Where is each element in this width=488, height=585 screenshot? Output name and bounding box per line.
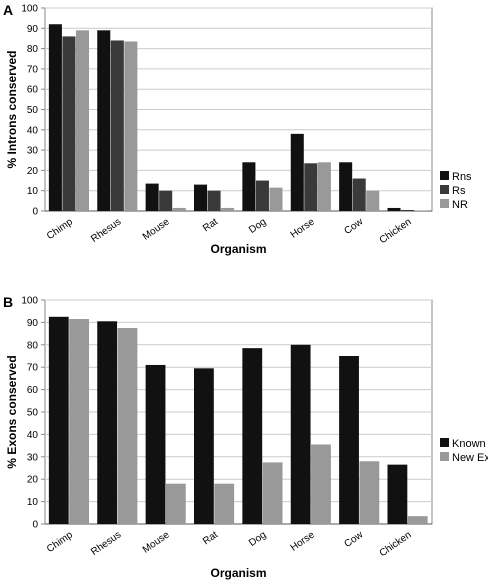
x-tick-label: Cow	[342, 529, 365, 550]
legend-swatch	[440, 452, 449, 461]
bar	[339, 162, 353, 211]
bar	[48, 24, 62, 211]
panel-label: B	[3, 294, 13, 310]
x-tick-label: Rhesus	[89, 216, 123, 244]
y-tick-label: 80	[27, 340, 39, 351]
x-tick-label: Mouse	[141, 529, 172, 555]
bar	[214, 483, 235, 524]
bar	[48, 316, 69, 524]
bar	[193, 184, 208, 211]
y-tick-label: 100	[21, 4, 38, 15]
bar	[387, 207, 401, 211]
y-axis-title: % Exons conserved	[5, 355, 19, 468]
bar	[290, 133, 304, 211]
x-tick-label: Rhesus	[89, 529, 123, 557]
y-tick-label: 20	[27, 475, 39, 486]
bar	[242, 162, 256, 211]
panel-label: A	[3, 2, 13, 18]
bar	[165, 483, 186, 524]
y-tick-label: 90	[27, 318, 39, 329]
y-tick-label: 40	[27, 125, 39, 136]
bar	[401, 209, 415, 211]
x-tick-label: Horse	[289, 529, 318, 554]
legend-label: New Exons	[452, 452, 488, 464]
bar	[359, 461, 380, 524]
x-tick-label: Cow	[342, 216, 365, 237]
y-tick-label: 10	[27, 186, 39, 197]
y-axis-title: % Introns conserved	[5, 50, 19, 168]
legend-swatch	[440, 171, 449, 180]
legend-swatch	[440, 438, 449, 447]
y-tick-label: 30	[27, 452, 39, 463]
y-tick-label: 80	[27, 44, 39, 55]
bar	[352, 178, 366, 211]
x-tick-label: Horse	[289, 216, 318, 241]
bar	[290, 344, 311, 524]
y-tick-label: 100	[21, 296, 38, 307]
y-tick-label: 70	[27, 363, 39, 374]
x-tick-label: Chicken	[378, 529, 414, 559]
bar	[62, 36, 76, 211]
y-tick-label: 60	[27, 385, 39, 396]
bar	[124, 41, 138, 212]
x-axis-title: Organism	[210, 566, 266, 580]
x-tick-label: Dog	[247, 529, 268, 549]
y-tick-label: 0	[32, 207, 38, 218]
bar	[221, 207, 235, 211]
x-tick-label: Mouse	[141, 216, 172, 242]
bar	[311, 444, 331, 524]
x-tick-label: Rat	[201, 216, 220, 234]
x-tick-label: Chicken	[378, 216, 414, 246]
legend-label: NR	[452, 199, 468, 211]
bar	[262, 462, 283, 524]
bar	[117, 328, 138, 524]
x-tick-label: Rat	[201, 529, 220, 547]
bar	[304, 163, 318, 211]
bar	[242, 348, 263, 524]
bar	[366, 190, 380, 211]
bar	[145, 364, 166, 524]
bar	[145, 183, 159, 211]
bar	[193, 368, 214, 524]
bar	[159, 190, 173, 211]
x-tick-label: Chimp	[45, 216, 75, 242]
y-tick-label: 10	[27, 497, 39, 508]
legend-label: Known Exons	[452, 438, 488, 450]
bar	[207, 190, 221, 211]
bar	[269, 187, 283, 211]
x-tick-label: Chimp	[45, 529, 75, 555]
bar	[97, 30, 111, 211]
y-tick-label: 0	[32, 520, 38, 531]
x-tick-label: Dog	[247, 216, 268, 236]
bar	[110, 40, 124, 212]
bar	[317, 162, 331, 211]
bar	[75, 30, 90, 211]
bar	[172, 207, 186, 211]
bar	[255, 180, 269, 211]
legend-label: Rs	[452, 185, 466, 197]
y-tick-label: 90	[27, 24, 39, 35]
y-tick-label: 70	[27, 64, 39, 75]
bar	[387, 464, 408, 524]
y-tick-label: 20	[27, 166, 39, 177]
bar	[69, 319, 90, 524]
legend-label: Rns	[452, 171, 472, 183]
y-tick-label: 60	[27, 85, 39, 96]
y-tick-label: 50	[27, 408, 39, 419]
legend-swatch	[440, 199, 449, 208]
x-axis-title: Organism	[210, 242, 266, 256]
bar	[97, 321, 118, 524]
bar	[407, 516, 428, 524]
bar	[339, 356, 359, 524]
legend-swatch	[440, 185, 449, 194]
bar	[414, 210, 428, 211]
y-tick-label: 30	[27, 146, 39, 157]
y-tick-label: 40	[27, 430, 39, 441]
y-tick-label: 50	[27, 105, 39, 116]
